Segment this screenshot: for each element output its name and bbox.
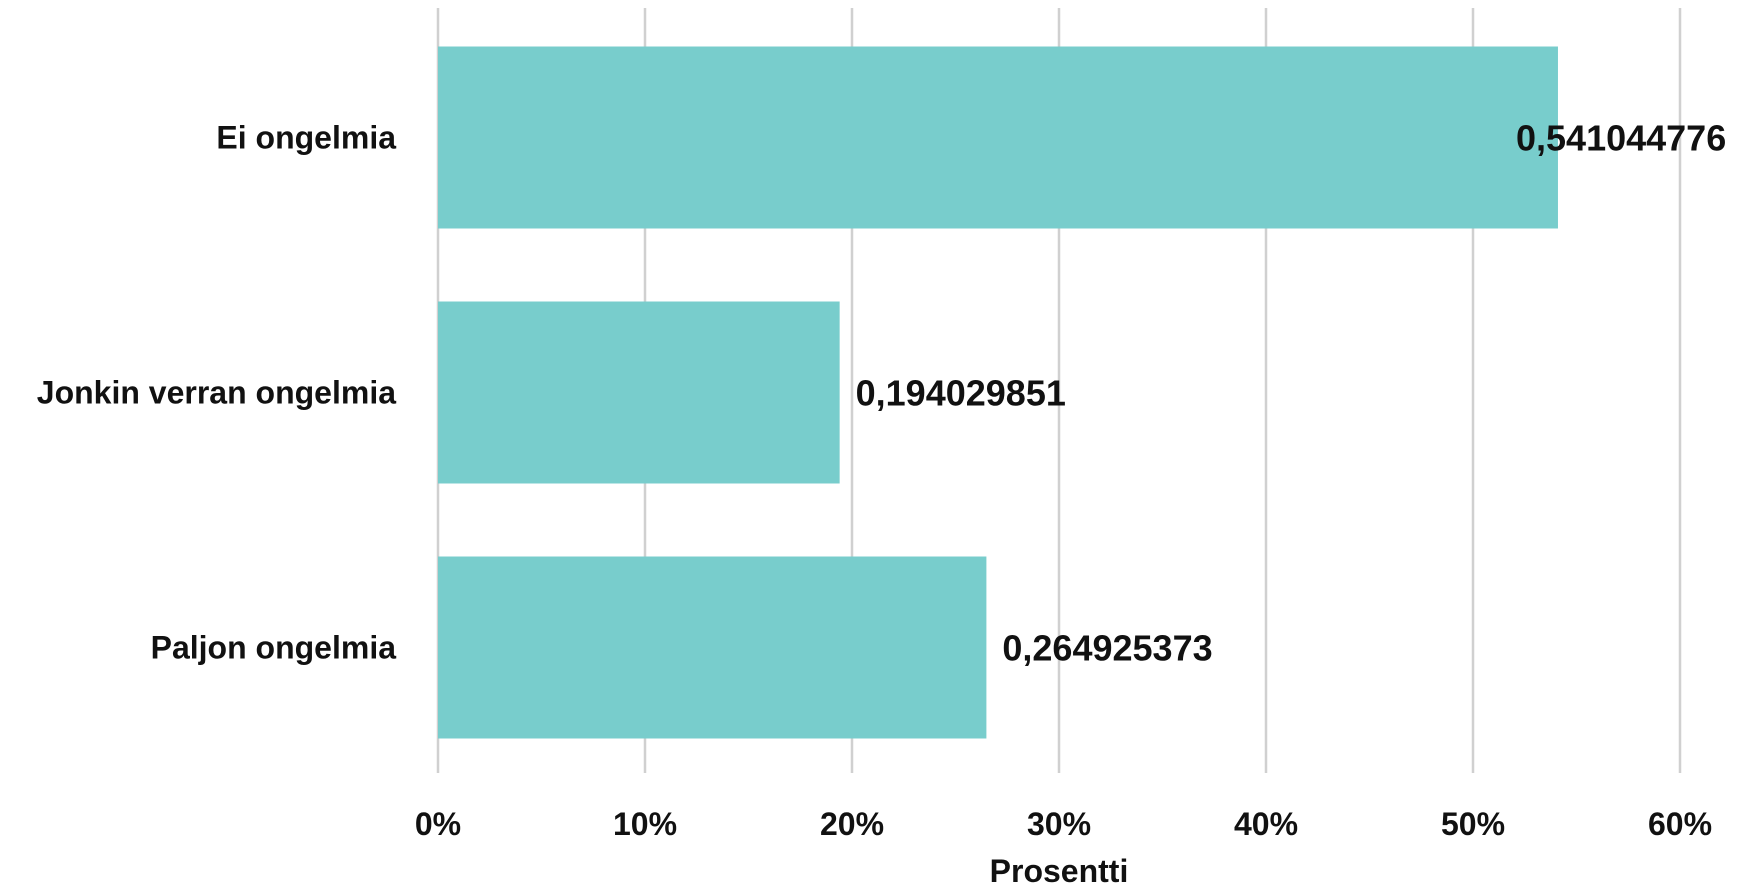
bar-2 — [438, 556, 987, 739]
x-tick-label: 20% — [820, 806, 884, 842]
x-tick-label: 0% — [415, 806, 461, 842]
category-label: Jonkin verran ongelmia — [37, 375, 396, 411]
labels: 0% 10% 20% 30% 40% 50% 60% Ei ongelmia 0,5410447… — [37, 118, 1726, 843]
x-tick-label: 10% — [613, 806, 677, 842]
x-tick-label: 50% — [1441, 806, 1505, 842]
category-label: Paljon ongelmia — [151, 630, 397, 666]
data-label: 0,264925373 — [1002, 628, 1212, 669]
category-label: Ei ongelmia — [216, 120, 396, 156]
x-axis-title: Prosentti — [990, 853, 1129, 887]
data-label: 0,194029851 — [856, 373, 1066, 414]
x-tick-label: 30% — [1027, 806, 1091, 842]
x-tick-label: 40% — [1234, 806, 1298, 842]
x-tick-label: 60% — [1648, 806, 1712, 842]
bar-0 — [438, 46, 1558, 229]
bar-1 — [438, 301, 840, 484]
bars — [438, 46, 1558, 739]
data-label: 0,541044776 — [1516, 118, 1726, 159]
